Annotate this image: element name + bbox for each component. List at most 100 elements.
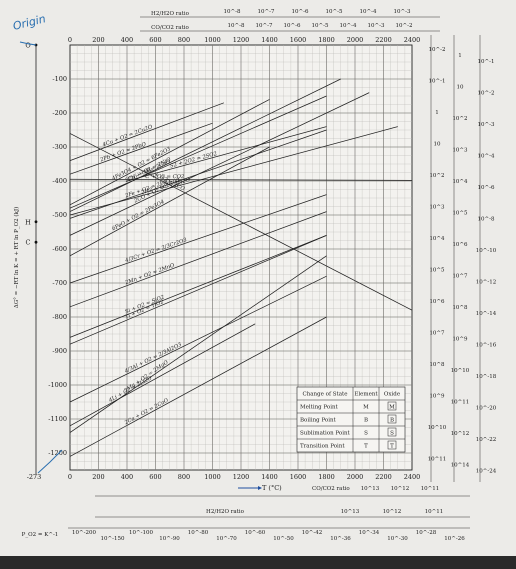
x-tick-label-bottom: 1400 — [261, 473, 278, 481]
reaction-line — [69, 235, 327, 338]
origin-handwritten-stroke — [19, 41, 37, 46]
right-co-tick: 10^14 — [451, 461, 470, 468]
legend-element-symbol: S — [364, 431, 368, 437]
right-h2-tick: 10^-2 — [429, 46, 446, 53]
y-tick-label: -1100 — [48, 415, 67, 423]
po2-tick: 10^-90 — [159, 535, 180, 542]
right-po2-tick: 10^-3 — [478, 121, 495, 128]
bottom-scanner-edge — [0, 556, 516, 569]
y-tick-label: -100 — [52, 75, 67, 83]
origin-handwritten-arrow — [37, 449, 63, 474]
x-axis-arrow-head — [258, 486, 262, 490]
top-co-scale-title: CO/CO2 ratio — [151, 25, 189, 31]
legend-oxide-symbol: S — [390, 431, 394, 437]
top-h2-tick: 10^-5 — [326, 8, 343, 15]
right-co-tick: 10^9 — [452, 335, 468, 342]
po2-tick: 10^-36 — [330, 535, 351, 542]
right-co-tick: 10^4 — [452, 178, 468, 185]
top-h2-tick: 10^-4 — [360, 8, 377, 15]
legend-element-symbol: B — [364, 418, 368, 424]
x-tick-label-top: 1000 — [204, 36, 221, 44]
top-h2-scale-title: H2/H2O ratio — [151, 11, 190, 17]
axes: 0 200 400 600 800 1000 1200 1400 1600 1800 2000 220… — [13, 36, 420, 481]
right-h2-tick: 10^7 — [429, 329, 445, 336]
right-co-tick: 10^7 — [452, 272, 468, 279]
x-tick-label-top: 600 — [149, 36, 161, 44]
x-tick-label-top: 1600 — [290, 36, 307, 44]
x-axis-title: T (°C) — [262, 484, 282, 492]
po2-tick: 10^-30 — [387, 535, 408, 542]
x-tick-label-top: 1200 — [233, 36, 250, 44]
top-co-tick: 10^-3 — [368, 22, 385, 29]
absolute-zero-label: -273 — [27, 473, 42, 481]
right-co-tick: 10^10 — [451, 367, 470, 374]
right-h2-tick: 10 — [434, 141, 441, 147]
y-axis-title: ΔG° = −RT ln K = + RT ln P_O2 (kJ) — [13, 207, 20, 308]
right-h2-tick: 1 — [435, 110, 439, 116]
y-tick-label: -600 — [52, 245, 67, 253]
legend-header: Oxide — [384, 392, 400, 398]
x-tick-label-bottom: 1800 — [318, 473, 335, 481]
reaction-line — [69, 178, 413, 181]
x-tick-label-top: 800 — [178, 36, 190, 44]
right-po2-tick: 10^-18 — [476, 373, 497, 380]
po2-tick: 10^-34 — [359, 529, 380, 536]
right-co-tick: 10^12 — [451, 430, 470, 437]
x-tick-label-bottom: 2400 — [404, 473, 421, 481]
legend-oxide-box — [387, 401, 397, 411]
reaction-line — [69, 235, 327, 345]
right-h2-tick: 10^6 — [429, 298, 445, 305]
legend-row-label: Boiling Point — [300, 418, 337, 424]
y-tick-label: -400 — [52, 177, 67, 185]
reaction-line — [69, 316, 327, 457]
bottom-co-tick: 10^11 — [421, 485, 440, 492]
reaction-line — [69, 255, 327, 433]
legend-oxide-symbol: T — [390, 444, 394, 450]
right-po2-tick: 10^-2 — [478, 89, 495, 96]
x-tick-label-top: 2200 — [375, 36, 392, 44]
legend-oxide-box — [387, 427, 397, 437]
right-po2-tick: 10^-24 — [476, 467, 497, 474]
x-tick-label-top: 1800 — [318, 36, 335, 44]
x-tick-label-bottom: 1600 — [290, 473, 307, 481]
po2-tick: 10^-100 — [129, 529, 153, 536]
reaction-line — [69, 194, 327, 284]
x-tick-label-top: 1400 — [261, 36, 278, 44]
po2-tick: 10^-80 — [188, 529, 209, 536]
right-po2-tick: 10^-20 — [476, 404, 497, 411]
right-po2-tick: 10^-6 — [478, 184, 495, 191]
reaction-label: C + O2 = CO2 — [145, 174, 185, 180]
x-tick-label-bottom: 800 — [178, 473, 190, 481]
x-tick-label-top: 400 — [121, 36, 133, 44]
right-co-tick: 10^3 — [452, 146, 468, 153]
reaction-line — [69, 211, 327, 308]
y-tick-label: -200 — [52, 109, 67, 117]
right-h2-tick: 10^3 — [429, 203, 445, 210]
right-co-tick: 1 — [458, 53, 462, 59]
x-tick-label-top: 0 — [68, 36, 72, 44]
x-tick-label-bottom: 200 — [92, 473, 104, 481]
right-po2-tick: 10^-1 — [478, 58, 495, 65]
reaction-line — [69, 102, 225, 161]
po2-tick: 10^-70 — [216, 535, 237, 542]
right-h2-tick: 10^11 — [428, 455, 447, 462]
right-h2-tick: 10^-1 — [429, 77, 446, 84]
top-co-tick: 10^-6 — [284, 22, 301, 29]
reaction-line — [69, 99, 270, 206]
pivot-point-h — [34, 220, 38, 224]
right-co-tick: 10 — [457, 84, 464, 90]
top-co-tick: 10^-7 — [256, 22, 273, 29]
legend-oxide-symbol: B — [390, 418, 394, 424]
y-tick-label: -300 — [52, 143, 67, 151]
bottom-h2-scale-title: H2/H2O ratio — [206, 509, 245, 515]
reaction-line — [126, 126, 327, 182]
right-co-tick: 10^11 — [451, 398, 470, 405]
top-h2-tick: 10^-3 — [394, 8, 411, 15]
right-po2-tick: 10^-16 — [476, 341, 497, 348]
ellingham-diagram: 0 200 400 600 800 1000 1200 1400 1600 1800 2000 220… — [11, 8, 497, 542]
legend-oxide-symbol: M — [389, 405, 395, 411]
reaction-line — [69, 126, 398, 216]
top-co-tick: 10^-5 — [312, 22, 329, 29]
legend-header: Change of State — [303, 392, 348, 398]
